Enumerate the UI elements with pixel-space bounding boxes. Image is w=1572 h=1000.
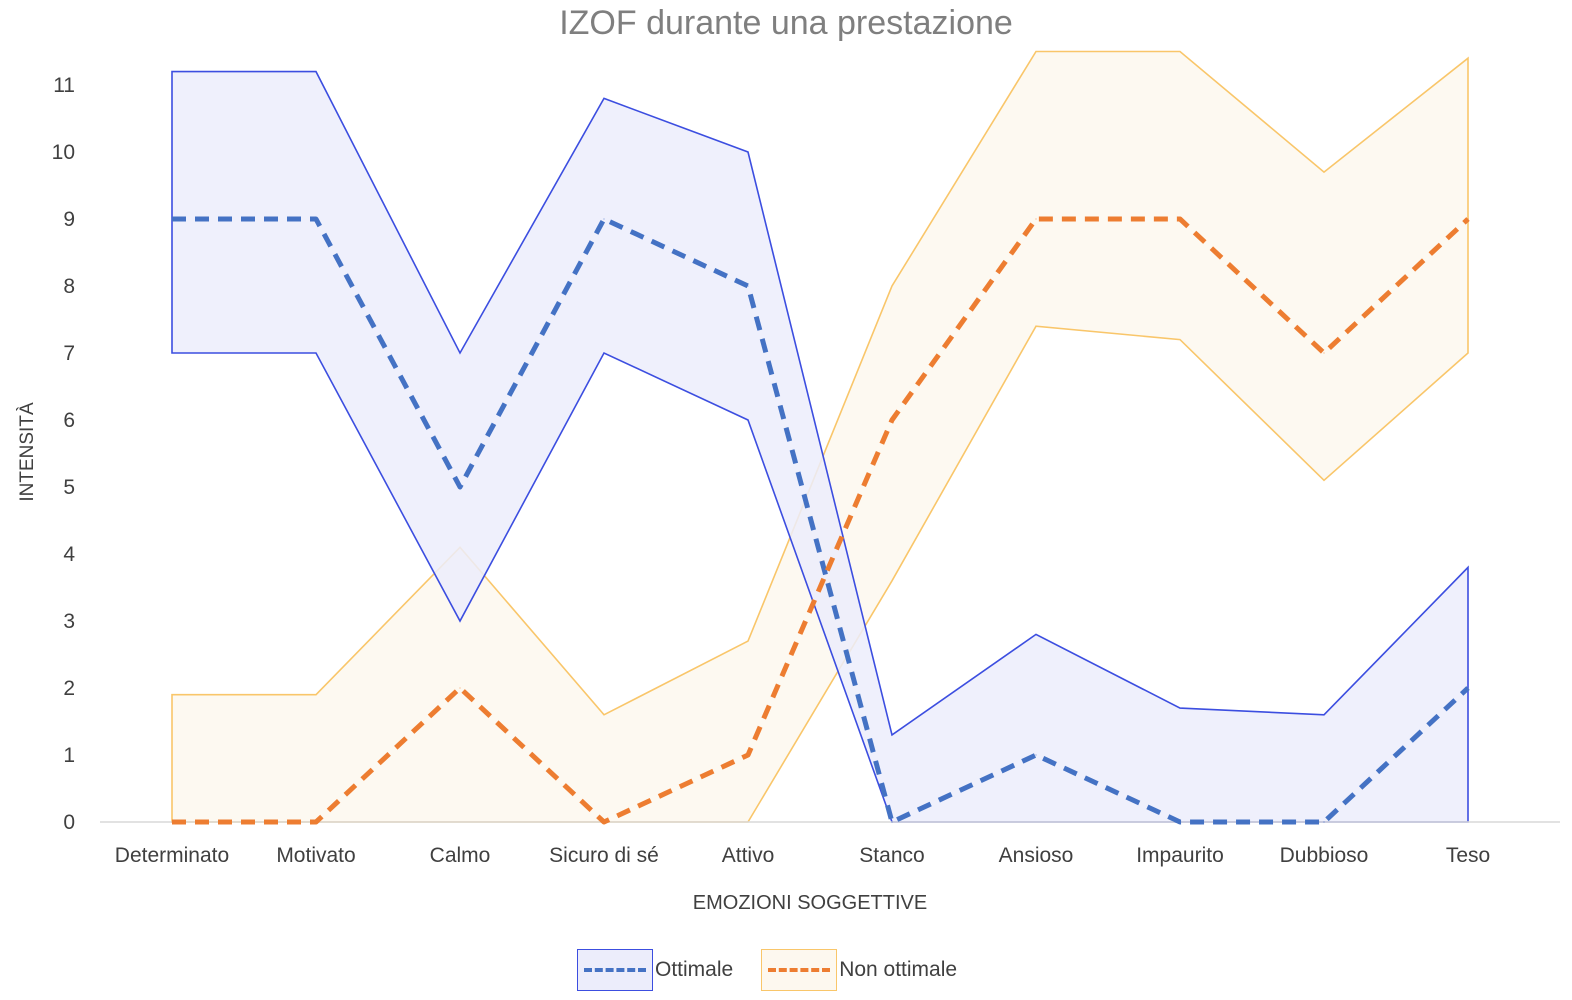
data-point-non-ottimale: [747, 754, 749, 756]
y-tick-label: 0: [63, 811, 75, 834]
y-tick-label: 3: [63, 610, 75, 633]
x-tick-label: Dubbioso: [1280, 844, 1369, 867]
data-point-ottimale: [1467, 687, 1469, 689]
data-point-non-ottimale: [891, 419, 893, 421]
chart-title: IZOF durante una prestazione: [559, 4, 1013, 42]
data-point-non-ottimale: [1035, 218, 1037, 220]
y-tick-label: 9: [63, 208, 75, 231]
legend-item-non-ottimale[interactable]: Non ottimale: [761, 949, 957, 991]
y-axis-label: INTENSITÀ: [17, 402, 38, 502]
y-tick-label: 5: [63, 476, 75, 499]
legend-swatch-ottimale: [577, 949, 653, 991]
x-tick-label: Determinato: [115, 844, 229, 867]
data-point-ottimale: [171, 218, 173, 220]
legend: Ottimale Non ottimale: [577, 949, 985, 991]
data-point-ottimale: [747, 285, 749, 287]
x-tick-label: Motivato: [276, 844, 355, 867]
data-point-non-ottimale: [459, 687, 461, 689]
data-point-non-ottimale: [1467, 218, 1469, 220]
x-tick-label: Sicuro di sé: [549, 844, 659, 867]
x-tick-label: Calmo: [430, 844, 491, 867]
y-tick-label: 11: [53, 74, 75, 97]
y-tick-label: 10: [52, 141, 75, 164]
data-point-non-ottimale: [315, 821, 317, 823]
x-tick-label: Impaurito: [1136, 844, 1224, 867]
legend-label-ottimale: Ottimale: [655, 958, 734, 981]
data-point-ottimale: [603, 218, 605, 220]
y-tick-label: 6: [63, 409, 75, 432]
data-point-ottimale: [315, 218, 317, 220]
data-point-ottimale: [891, 821, 893, 823]
y-tick-label: 8: [63, 275, 75, 298]
y-tick-label: 1: [63, 744, 75, 767]
y-tick-label: 2: [63, 677, 75, 700]
x-tick-label: Teso: [1446, 844, 1490, 867]
data-point-ottimale: [1035, 754, 1037, 756]
y-tick-label: 4: [63, 543, 75, 566]
x-tick-label: Stanco: [859, 844, 924, 867]
x-axis-label: EMOZIONI SOGGETTIVE: [692, 892, 928, 914]
x-tick-label: Ansioso: [999, 844, 1074, 867]
data-point-ottimale: [1179, 821, 1181, 823]
data-point-non-ottimale: [603, 821, 605, 823]
data-point-non-ottimale: [1323, 352, 1325, 354]
x-tick-label: Attivo: [722, 844, 775, 867]
legend-swatch-non-ottimale: [761, 949, 838, 991]
data-point-non-ottimale: [171, 821, 173, 823]
y-tick-label: 7: [63, 342, 75, 365]
data-point-ottimale: [1323, 821, 1325, 823]
data-point-non-ottimale: [1179, 218, 1181, 220]
legend-label-non-ottimale: Non ottimale: [839, 958, 958, 981]
series-line-non-ottimale: [172, 216, 1470, 825]
data-point-ottimale: [459, 486, 461, 488]
legend-item-ottimale[interactable]: Ottimale: [577, 949, 733, 991]
